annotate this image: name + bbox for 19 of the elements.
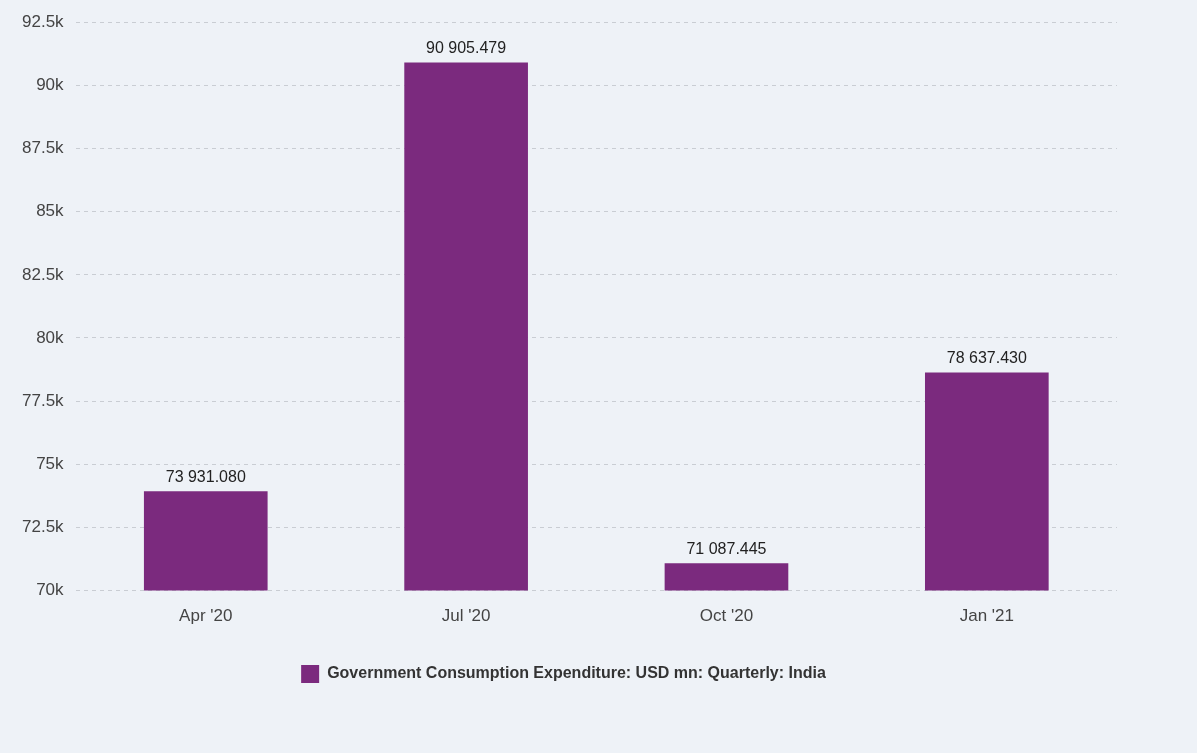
x-tick-label: Apr '20 — [179, 606, 233, 626]
x-tick-label: Jul '20 — [441, 606, 491, 626]
y-tick-label: 77.5k — [21, 390, 65, 410]
y-tick-label: 75k — [36, 453, 65, 473]
y-tick-label: 92.5k — [21, 11, 65, 31]
x-tick-label: Oct '20 — [699, 606, 754, 626]
data-label: 73 931.080 — [165, 467, 246, 485]
data-label: 71 087.445 — [686, 539, 767, 557]
data-label: 78 637.430 — [946, 348, 1027, 366]
y-tick-label: 70k — [36, 580, 65, 600]
y-tick-label: 85k — [36, 201, 65, 221]
legend-label: Government Consumption Expenditure: USD mn: Quarterly: India — [327, 664, 826, 682]
y-tick-label: 87.5k — [21, 138, 65, 158]
y-tick-label: 82.5k — [21, 264, 65, 284]
y-tick-label: 80k — [36, 327, 65, 347]
x-tick-label: Jan '21 — [959, 606, 1014, 626]
y-tick-label: 72.5k — [21, 517, 65, 537]
data-label: 90 905.479 — [426, 38, 507, 56]
y-tick-label: 90k — [36, 75, 65, 95]
